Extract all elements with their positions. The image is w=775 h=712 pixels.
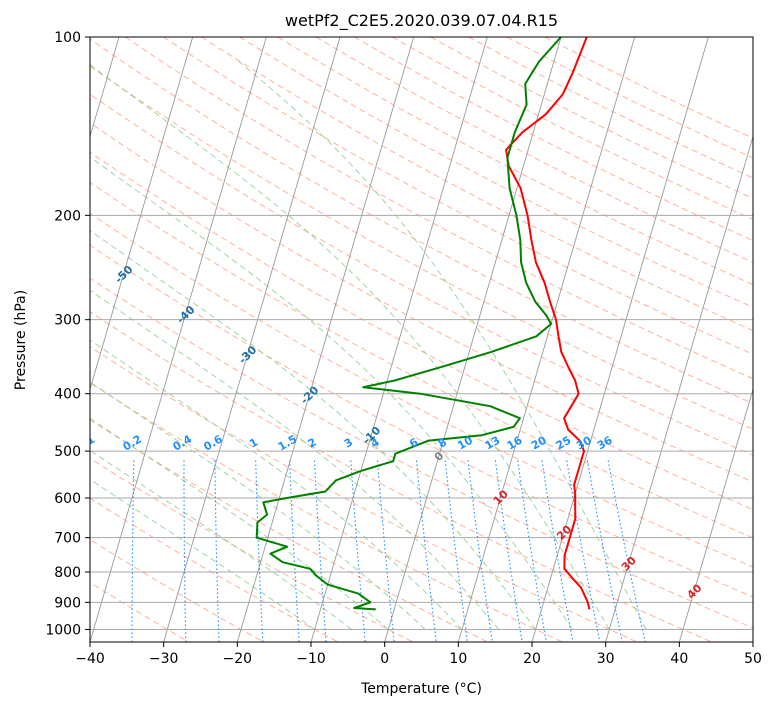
dry-adiabat [0, 37, 712, 642]
isotherm [753, 37, 775, 642]
isotherm-label: 40 [684, 581, 704, 601]
mixing-ratio-line [256, 461, 263, 643]
mixing-ratio-line [587, 461, 622, 643]
x-tick-label: 50 [744, 651, 762, 667]
x-tick-label: 20 [523, 651, 541, 667]
isotherm [164, 37, 340, 642]
isotherm-label: -40 [174, 303, 197, 326]
x-tick-label: 0 [380, 651, 389, 667]
mixing-ratio-label: 3 [342, 436, 355, 451]
mixing-ratio-line [542, 461, 573, 643]
dry-adiabat [240, 37, 775, 642]
dry-adiabat [125, 37, 775, 642]
y-axis-label: Pressure (hPa) [13, 290, 29, 390]
isotherm-label: -30 [236, 343, 259, 366]
dry-adiabat [0, 37, 637, 642]
isotherm-label: 20 [554, 523, 574, 543]
chart-title: wetPf2_C2E5.2020.039.07.04.R15 [285, 11, 558, 31]
dry-adiabat [507, 37, 775, 642]
y-tick-label: 600 [54, 491, 81, 507]
dry-adiabat [545, 37, 775, 642]
mixing-ratio-label: 25 [554, 434, 574, 453]
mixing-ratio-label: 36 [595, 433, 615, 452]
y-tick-label: 500 [54, 444, 81, 460]
y-tick-label: 900 [54, 595, 81, 611]
x-tick-label: −10 [296, 651, 326, 667]
mixing-ratio-label: 1 [247, 436, 260, 451]
x-tick-label: −20 [223, 651, 253, 667]
moist-adiabat [86, 62, 610, 630]
isotherm-label: -10 [360, 424, 383, 447]
dry-adiabat [163, 37, 775, 642]
isotherm-label: -70 [0, 182, 12, 205]
mixing-ratio-label: 1.5 [276, 433, 299, 454]
isotherm-label: -50 [112, 263, 135, 286]
isotherm [606, 37, 775, 642]
x-axis-label: Temperature (°C) [360, 681, 482, 697]
isotherm [90, 37, 266, 642]
isotherm [16, 37, 192, 642]
mixing-ratio-label: 0.2 [121, 433, 144, 454]
mixing-ratio-line [82, 461, 87, 643]
mixing-ratio-line [351, 461, 366, 643]
mixing-ratio-label: 2 [306, 436, 319, 451]
mixing-ratio-label: 0.4 [171, 432, 195, 453]
y-tick-label: 200 [54, 208, 81, 224]
y-tick-label: 400 [54, 387, 81, 403]
x-tick-label: 10 [449, 651, 467, 667]
isotherm-label: 10 [491, 487, 511, 507]
dry-adiabat [11, 37, 775, 642]
dry-adiabat [0, 37, 338, 642]
plot-frame [90, 37, 753, 642]
y-tick-label: 800 [54, 565, 81, 581]
x-tick-label: −40 [75, 651, 105, 667]
mixing-ratio-label: 0.6 [201, 432, 225, 453]
isotherm-label: -20 [298, 383, 321, 406]
series-line-1 [257, 37, 561, 609]
mixing-ratio-line [495, 461, 522, 643]
mixing-ratio-line [132, 461, 134, 643]
isotherm [311, 37, 487, 642]
isotherm [385, 37, 561, 642]
isotherm-label: 30 [619, 554, 639, 574]
isotherm [237, 37, 413, 642]
isotherm-label: -60 [50, 222, 73, 245]
x-tick-label: 40 [670, 651, 688, 667]
mixing-ratio-line [518, 461, 547, 643]
moist-adiabat [239, 62, 646, 630]
mixing-ratio-label: 16 [505, 433, 525, 452]
mixing-ratio-line [315, 461, 327, 643]
y-tick-label: 700 [54, 531, 81, 547]
y-tick-label: 1000 [45, 622, 81, 638]
dry-adiabat [354, 37, 775, 642]
mixing-ratio-line [378, 461, 395, 643]
x-tick-label: 30 [597, 651, 615, 667]
mixing-ratio-line [445, 461, 467, 643]
mixing-ratio-line [184, 461, 186, 643]
dry-adiabat [431, 37, 775, 642]
mixing-ratio-line [567, 461, 600, 643]
moist-adiabat [0, 124, 315, 630]
y-tick-label: 100 [54, 30, 81, 46]
x-tick-label: −30 [149, 651, 179, 667]
y-tick-label: 300 [54, 313, 81, 329]
